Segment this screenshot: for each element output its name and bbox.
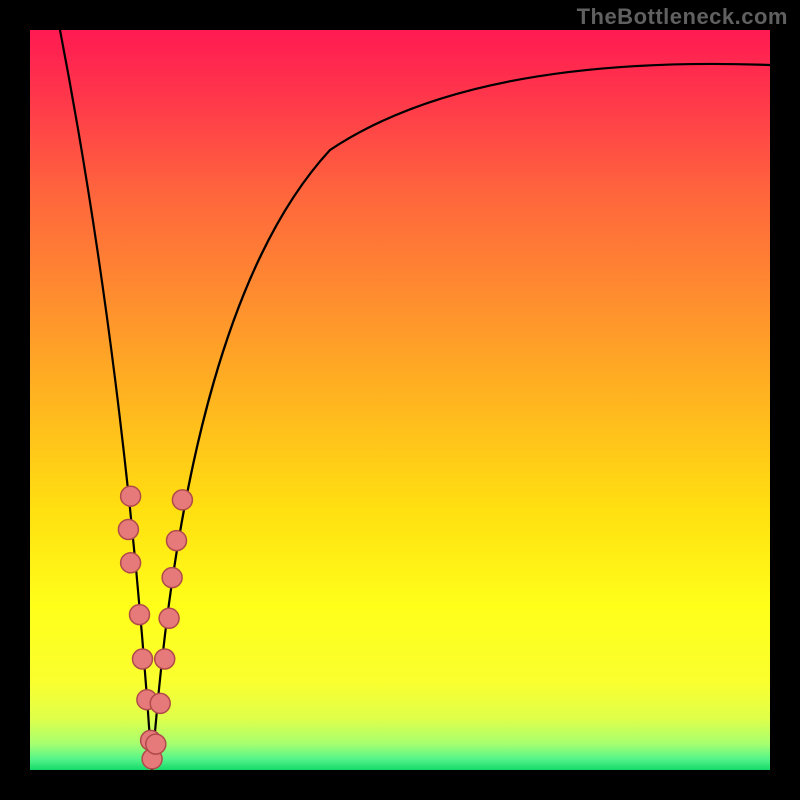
data-point bbox=[121, 553, 141, 573]
data-point bbox=[150, 693, 170, 713]
data-point bbox=[118, 520, 138, 540]
data-point bbox=[167, 531, 187, 551]
data-point bbox=[121, 486, 141, 506]
data-point bbox=[133, 649, 153, 669]
watermark-text: TheBottleneck.com bbox=[577, 4, 788, 30]
plot-area bbox=[30, 30, 770, 770]
data-point bbox=[130, 605, 150, 625]
data-point bbox=[146, 734, 166, 754]
data-point bbox=[172, 490, 192, 510]
chart-frame: TheBottleneck.com bbox=[0, 0, 800, 800]
data-point bbox=[159, 608, 179, 628]
curve-right bbox=[152, 64, 770, 770]
curve-layer bbox=[30, 30, 770, 770]
data-point bbox=[162, 568, 182, 588]
data-point bbox=[155, 649, 175, 669]
